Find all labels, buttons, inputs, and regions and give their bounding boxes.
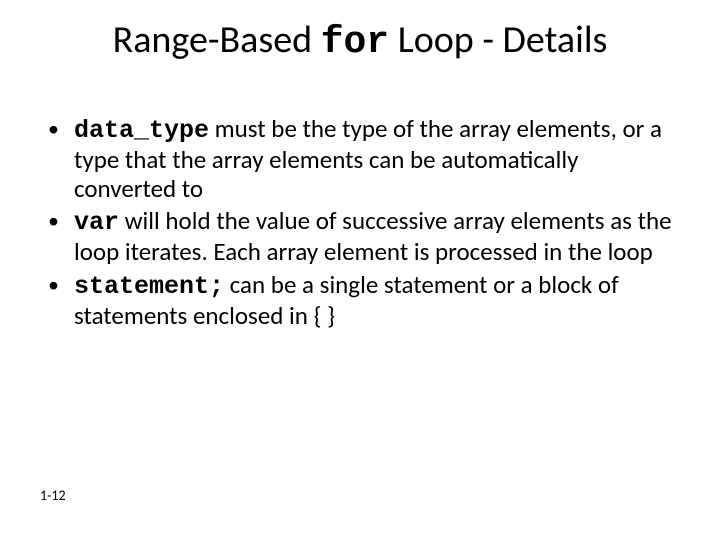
bullet-code: data_type	[74, 116, 209, 145]
bullet-list: data_type must be the type of the array …	[40, 115, 680, 330]
title-suffix: Loop - Details	[389, 17, 607, 63]
slide: Range-Based for Loop - Details data_type…	[0, 0, 720, 540]
title-prefix: Range-Based	[113, 17, 321, 63]
bullet-text: will hold the value of successive array …	[74, 205, 672, 267]
slide-number: 1-12	[40, 487, 66, 504]
bullet-item: var will hold the value of successive ar…	[40, 207, 680, 267]
title-code-keyword: for	[321, 21, 389, 64]
slide-body: data_type must be the type of the array …	[40, 115, 680, 334]
bullet-item: data_type must be the type of the array …	[40, 115, 680, 203]
bullet-code: statement;	[74, 272, 224, 301]
bullet-code: var	[74, 208, 119, 237]
bullet-item: statement; can be a single statement or …	[40, 271, 680, 331]
slide-title: Range-Based for Loop - Details	[0, 20, 720, 64]
